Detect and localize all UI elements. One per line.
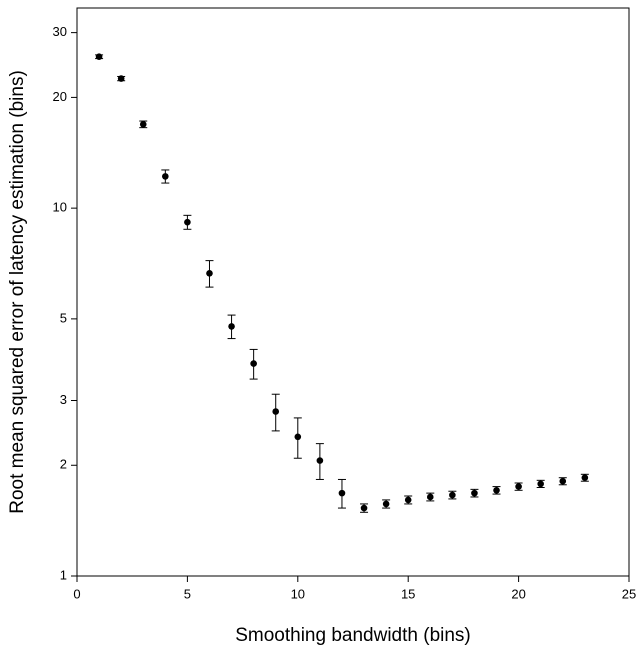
- y-tick-label: 2: [60, 457, 67, 472]
- x-tick-label: 10: [291, 586, 305, 601]
- x-tick-label: 5: [184, 586, 191, 601]
- point: [316, 457, 324, 464]
- point: [404, 496, 412, 504]
- x-tick-label: 0: [73, 586, 80, 601]
- y-tick-label: 30: [53, 24, 67, 39]
- y-tick-label: 1: [60, 567, 67, 582]
- point: [382, 500, 390, 508]
- point: [360, 504, 368, 512]
- y-tick-label: 5: [60, 310, 67, 325]
- plot-frame: [76, 7, 630, 577]
- x-tick-label: 20: [511, 586, 525, 601]
- point: [206, 270, 213, 277]
- point: [559, 477, 567, 485]
- y-tick-label: 3: [60, 392, 67, 407]
- point: [581, 474, 589, 482]
- point: [338, 489, 346, 497]
- point: [250, 360, 257, 367]
- point: [493, 486, 500, 494]
- point: [162, 173, 169, 180]
- point: [426, 493, 434, 501]
- x-tick-label: 15: [401, 586, 415, 601]
- point: [117, 75, 125, 82]
- y-tick-label: 20: [53, 89, 67, 104]
- point: [184, 218, 191, 226]
- point: [471, 489, 478, 497]
- x-axis-label: Smoothing bandwidth (bins): [235, 625, 471, 646]
- point: [537, 480, 544, 488]
- point: [272, 408, 280, 415]
- point: [139, 121, 147, 128]
- x-tick-label: 25: [622, 586, 636, 601]
- point: [95, 53, 103, 61]
- y-tick-label: 10: [53, 200, 67, 215]
- y-axis-label: Root mean squared error of latency estim…: [7, 70, 28, 514]
- point: [515, 483, 522, 490]
- point: [294, 433, 302, 441]
- point: [449, 491, 456, 499]
- point: [228, 323, 235, 330]
